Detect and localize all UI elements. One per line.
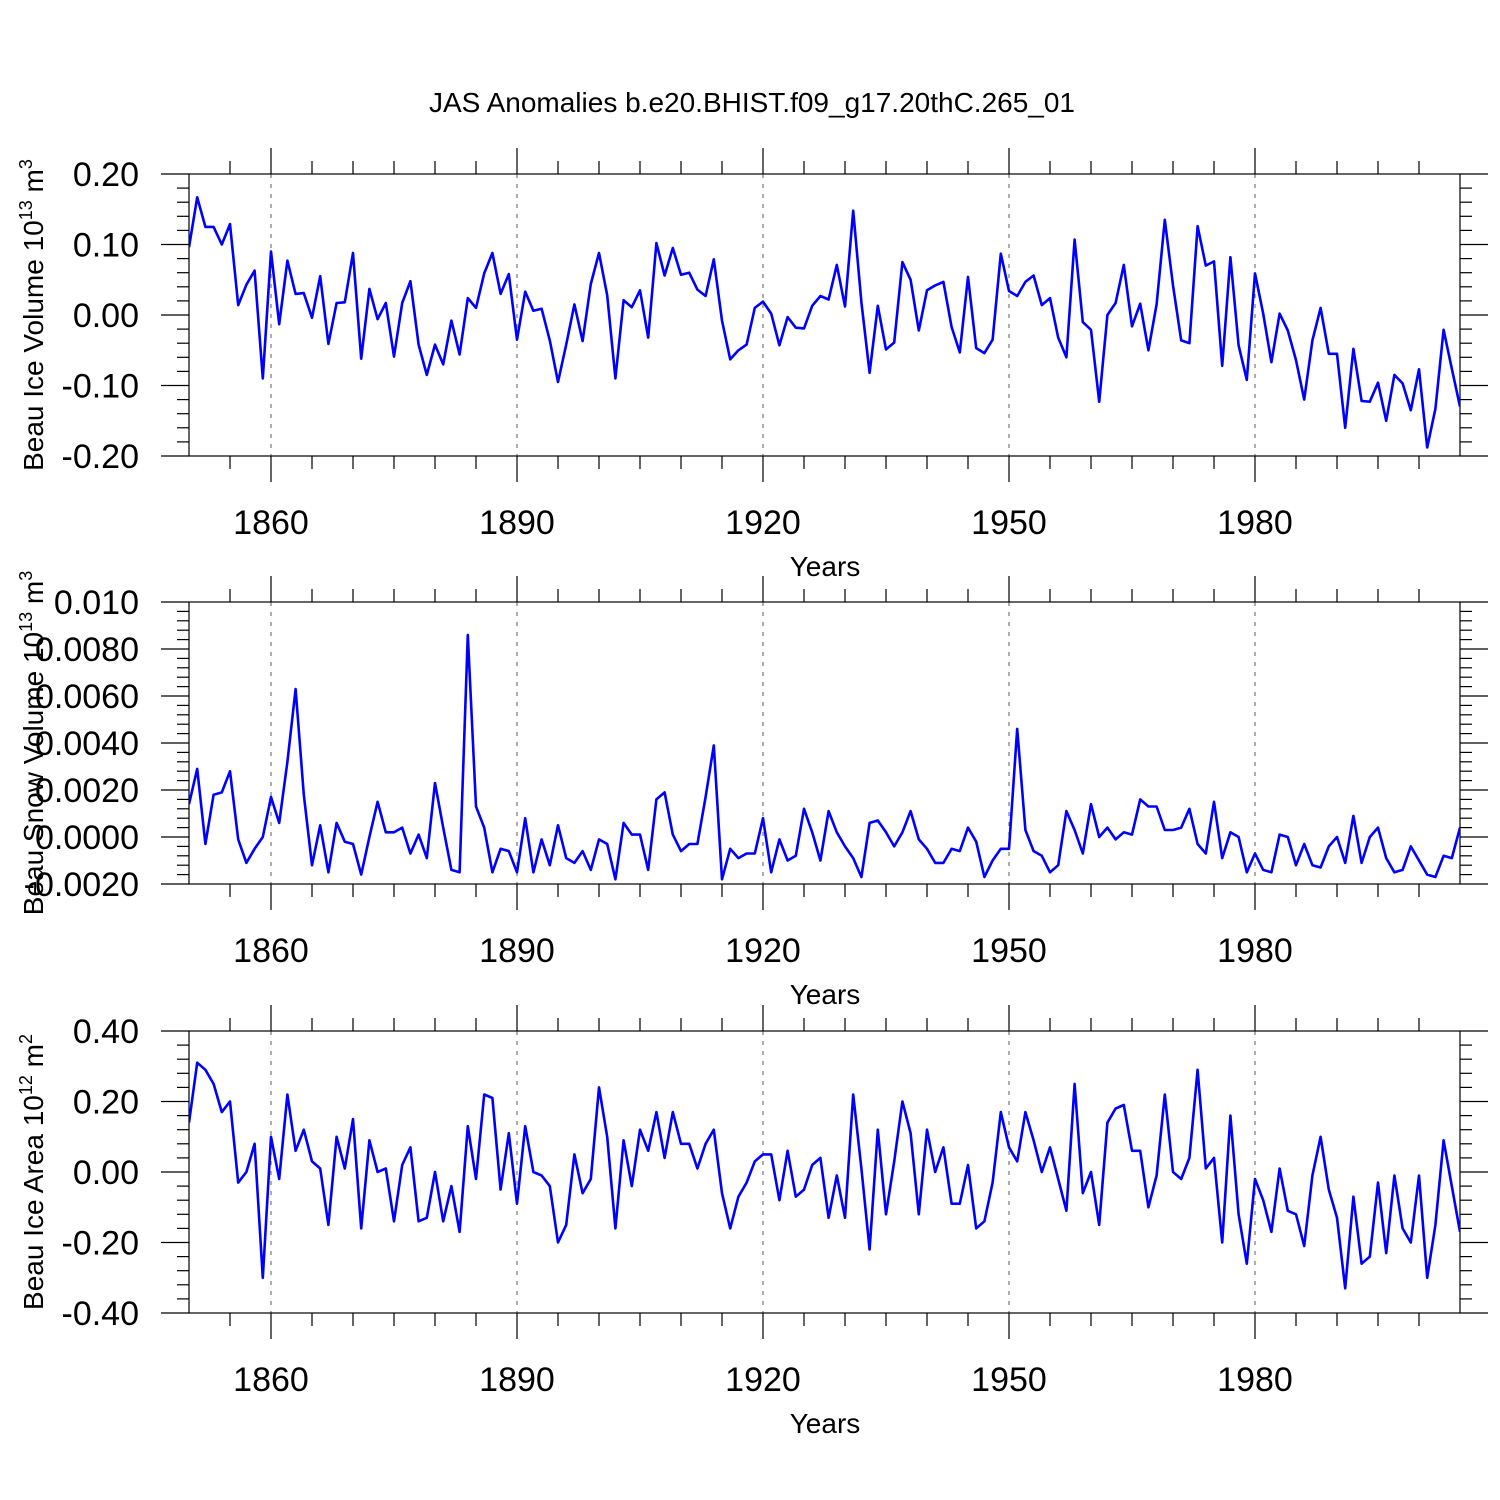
x-tick-label: 1920 [725, 932, 801, 970]
y-tick-label: 0.0000 [35, 819, 139, 857]
x-tick-label: 1950 [971, 1361, 1047, 1399]
x-tick-label: 1980 [1217, 1361, 1293, 1399]
y-tick-label: 0.20 [73, 156, 139, 194]
x-tick-label: 1920 [725, 1361, 801, 1399]
x-tick-label: 1950 [971, 504, 1047, 542]
y-tick-label: -0.40 [62, 1295, 140, 1333]
y-tick-label: 0.0080 [35, 631, 139, 669]
x-tick-label: 1980 [1217, 932, 1293, 970]
x-axis-label: Years [790, 1408, 861, 1439]
y-tick-label: 0.00 [73, 1154, 139, 1192]
x-tick-label: 1950 [971, 932, 1047, 970]
chart-panel-3: 1860 1890 1920 1950 1980 -0.40 -0.20 0.00 0.20 0.… [16, 1005, 1488, 1439]
chart-panel-2: 1860 1890 1920 1950 1980 -0.0020 0.0000 0.0020 0… [16, 571, 1488, 1010]
y-tick-label: -0.0020 [24, 866, 139, 904]
x-tick-label: 1980 [1217, 504, 1293, 542]
y-tick-label: 0.0040 [35, 725, 139, 763]
y-tick-label: -0.10 [62, 368, 140, 406]
x-tick-label: 1860 [233, 504, 309, 542]
y-tick-label: 0.40 [73, 1013, 139, 1051]
figure-title: JAS Anomalies b.e20.BHIST.f09_g17.20thC.… [429, 87, 1075, 118]
y-axis-label: Beau Snow Volume 1013 m3 [16, 571, 49, 915]
x-tick-label: 1860 [233, 932, 309, 970]
y-tick-label: -0.20 [62, 1225, 140, 1263]
y-tick-label: 0.0020 [35, 772, 139, 810]
y-tick-label: 0.00 [73, 297, 139, 335]
chart-panels: 1860 1890 1920 1950 1980 -0.20 -0.10 0.00 0.10 0.… [16, 148, 1488, 1439]
x-tick-label: 1890 [479, 932, 555, 970]
y-axis-label: Beau Ice Area 1012 m2 [16, 1034, 49, 1310]
x-tick-label: 1890 [479, 504, 555, 542]
x-tick-label: 1890 [479, 1361, 555, 1399]
y-tick-label: 0.10 [73, 227, 139, 265]
x-tick-label: 1920 [725, 504, 801, 542]
chart-panel-1: 1860 1890 1920 1950 1980 -0.20 -0.10 0.00 0.10 0.… [16, 148, 1488, 582]
x-axis-label: Years [790, 551, 861, 582]
y-axis-label: Beau Ice Volume 1013 m3 [16, 159, 49, 471]
data-series-line [189, 196, 1460, 449]
data-series-line [189, 633, 1460, 881]
y-tick-label: 0.010 [54, 584, 139, 622]
x-axis-label: Years [790, 979, 861, 1010]
data-series-line [189, 1061, 1460, 1290]
y-tick-label: -0.20 [62, 438, 140, 476]
y-tick-label: 0.0060 [35, 678, 139, 716]
x-tick-label: 1860 [233, 1361, 309, 1399]
y-tick-label: 0.20 [73, 1084, 139, 1122]
